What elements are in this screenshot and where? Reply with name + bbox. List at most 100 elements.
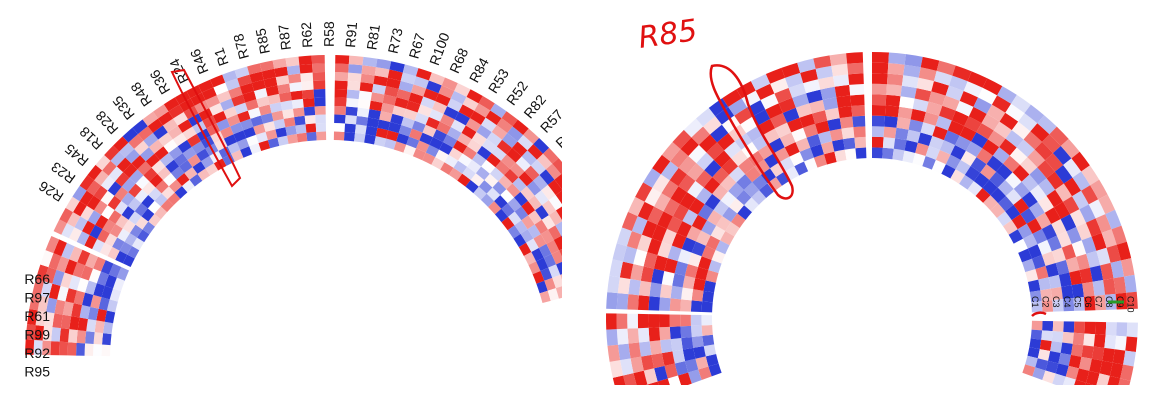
c1-red-underline <box>1031 311 1047 317</box>
left-heatmap-cell <box>272 58 287 69</box>
right-heatmap-cell <box>641 354 655 371</box>
right-heatmap-cell <box>1085 218 1102 237</box>
right-heatmap-cell <box>715 240 730 255</box>
left-heatmap-cell <box>306 131 317 142</box>
right-heatmap-cell <box>917 132 933 146</box>
right-heatmap-cell <box>1096 247 1111 266</box>
left-heatmap-cell <box>135 216 149 230</box>
right-heatmap-cell <box>713 150 732 168</box>
left-heatmap-cell <box>37 295 49 312</box>
right-heatmap-cell <box>813 55 832 69</box>
right-heatmap-cell <box>1111 225 1127 245</box>
right-heatmap-cell <box>882 147 894 160</box>
left-heatmap-cell <box>496 139 513 155</box>
right-heatmap-cell <box>778 97 796 113</box>
left-heatmap-cell <box>312 63 325 73</box>
right-heatmap-cell <box>792 93 810 108</box>
right-heatmap-cell <box>1061 285 1074 300</box>
right-heatmap-cell <box>806 133 822 148</box>
left-heatmap-cell <box>387 69 403 81</box>
left-heatmap-cell <box>313 89 326 98</box>
left-heatmap-cell <box>274 66 289 78</box>
right-heatmap-cell <box>672 129 692 150</box>
right-heatmap-cell <box>696 230 711 246</box>
right-heatmap-cell <box>996 211 1012 227</box>
left-heatmap-cell <box>580 251 593 266</box>
right-heatmap-cell <box>641 220 658 239</box>
right-heatmap-cell <box>648 327 661 342</box>
right-heatmap-cell <box>1088 199 1106 219</box>
right-heatmap-cell <box>834 84 851 98</box>
right-heatmap-cell <box>822 97 839 111</box>
right-heatmap-cell <box>847 62 864 75</box>
right-heatmap-cell <box>1120 258 1135 277</box>
left-heatmap-cell <box>196 148 210 162</box>
left-heatmap-cell <box>428 108 444 122</box>
left-heatmap-cell <box>335 63 349 73</box>
left-heatmap-cell <box>476 145 492 160</box>
right-heatmap-cell <box>736 189 752 206</box>
right-heatmap-cell <box>1054 165 1073 184</box>
left-heatmap-cell <box>347 81 361 91</box>
row-label: R61 <box>24 308 50 324</box>
left-heatmap-cell <box>179 98 195 112</box>
left-heatmap-cell <box>151 160 166 174</box>
left-heatmap-cell <box>501 111 518 127</box>
right-heatmap-cell <box>960 150 977 167</box>
left-heatmap-cell <box>174 185 188 199</box>
left-heatmap-cell <box>115 250 128 264</box>
right-heatmap-cell <box>1071 283 1084 299</box>
left-heatmap-cell <box>472 152 487 167</box>
right-heatmap-cell <box>645 384 648 385</box>
right-heatmap-cell <box>829 53 848 66</box>
left-heatmap-cell <box>512 141 528 157</box>
right-heatmap-cell <box>1035 266 1049 280</box>
left-heatmap-cell <box>580 278 592 292</box>
right-heatmap-cell <box>1086 250 1101 268</box>
right-heatmap-cell <box>1035 358 1049 371</box>
right-heatmap-cell <box>616 313 628 330</box>
left-heatmap-cell <box>556 261 562 275</box>
right-heatmap-cell <box>809 99 825 114</box>
right-heatmap-cell <box>695 170 713 188</box>
row-label: R99 <box>24 327 50 343</box>
left-heatmap-cell <box>93 332 104 345</box>
right-heatmap-cell <box>1031 320 1043 331</box>
left-heatmap-cell <box>304 114 316 125</box>
left-heatmap-cell <box>422 152 436 165</box>
left-heatmap-cell <box>400 72 416 85</box>
right-heatmap-cell <box>680 325 692 339</box>
right-heatmap-cell <box>872 94 887 106</box>
left-heatmap-cell <box>520 229 534 243</box>
right-heatmap-cell <box>1039 339 1052 352</box>
left-heatmap-cell <box>225 78 240 91</box>
left-heatmap-cell <box>577 192 592 208</box>
right-heatmap-cell <box>721 158 739 175</box>
left-heatmap-cell <box>347 72 362 83</box>
right-heatmap-cell <box>701 315 713 326</box>
left-heatmap-cell <box>527 224 541 239</box>
right-heatmap-cell <box>1032 367 1046 380</box>
right-heatmap-cell <box>1005 103 1025 122</box>
right-heatmap-cell <box>1092 386 1106 400</box>
left-heatmap-cell <box>368 109 381 120</box>
right-heatmap-cell <box>669 326 682 340</box>
left-heatmap-cell <box>435 149 449 163</box>
right-heatmap-cell <box>1021 191 1038 208</box>
right-heatmap-cell <box>1030 184 1047 202</box>
right-heatmap-cells <box>605 52 1138 400</box>
left-heatmap-cell <box>480 193 495 207</box>
left-heatmap-cell <box>312 72 326 82</box>
left-heatmap-cell <box>94 170 109 186</box>
left-heatmap-cell <box>68 227 82 242</box>
left-heatmap-cell <box>71 303 83 318</box>
right-heatmap-cell <box>691 214 708 231</box>
right-heatmap-cell <box>715 106 735 125</box>
right-heatmap-cell <box>623 373 637 385</box>
left-heatmap-cell <box>462 96 479 111</box>
right-heatmap-cell <box>1070 209 1086 228</box>
right-heatmap-cell <box>950 169 965 184</box>
right-heatmap-cell <box>647 206 664 225</box>
left-heatmap-cell <box>334 114 346 124</box>
right-heatmap-cell <box>784 142 800 157</box>
